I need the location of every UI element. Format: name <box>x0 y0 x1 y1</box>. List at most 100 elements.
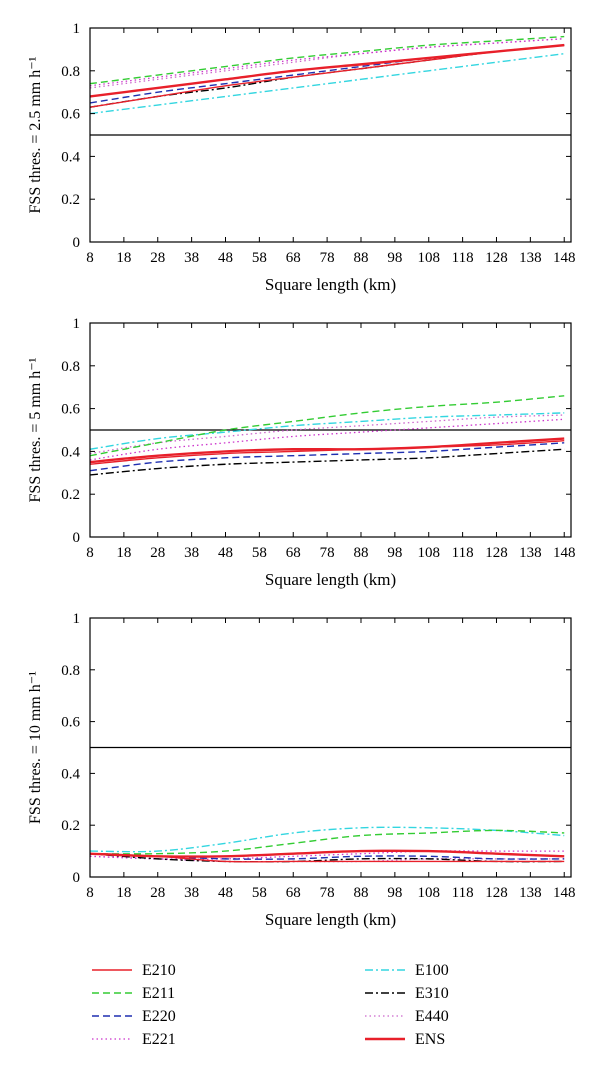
y-axis-label: FSS thres. = 2.5 mm h⁻¹ <box>27 56 44 213</box>
legend-item-e100: E100 <box>365 962 449 979</box>
series-line-e100 <box>90 412 565 450</box>
x-tick-label: 148 <box>553 885 576 901</box>
x-tick-label: 58 <box>252 885 267 901</box>
series-line-e221 <box>90 38 565 87</box>
series-line-ens <box>90 437 565 464</box>
x-axis-label: Square length (km) <box>265 910 396 929</box>
x-tick-label: 148 <box>553 545 576 561</box>
x-tick-label: 88 <box>353 250 368 266</box>
x-tick-label: 138 <box>519 250 542 266</box>
chart-panel-1: 8 18 28 38 48 58 68 78 88 98 108 118 128 138 148 0 0.2 0.… <box>27 21 575 294</box>
legend-label: E211 <box>142 985 175 1002</box>
x-tick-label: 18 <box>116 250 131 266</box>
x-tick-label: 68 <box>286 545 301 561</box>
x-tick-label: 98 <box>387 545 402 561</box>
series-line-e211 <box>90 35 565 85</box>
y-tick-label: 1 <box>73 21 81 37</box>
y-tick-label: 0.6 <box>61 107 80 123</box>
series-group <box>90 395 565 476</box>
legend-item-e220: E220 <box>92 1008 176 1025</box>
x-tick-label: 18 <box>116 885 131 901</box>
y-tick-label: 0.2 <box>61 818 80 834</box>
y-tick-label: 0 <box>73 235 81 251</box>
x-tick-label: 48 <box>218 545 233 561</box>
x-tick-label: 78 <box>320 545 335 561</box>
series-line-e310 <box>90 44 565 108</box>
x-tick-label: 8 <box>86 885 94 901</box>
y-tick-label: 1 <box>73 611 81 627</box>
legend: E210 E211 E220 E221 E100 E310 E440 ENS <box>92 962 449 1048</box>
x-tick-label: 28 <box>150 545 165 561</box>
x-tick-label: 98 <box>387 250 402 266</box>
x-tick-label: 18 <box>116 545 131 561</box>
x-tick-label: 98 <box>387 885 402 901</box>
plot-frame <box>89 322 572 538</box>
x-tick-label: 118 <box>452 885 474 901</box>
series-group <box>90 35 565 115</box>
x-tick-label: 128 <box>485 250 508 266</box>
legend-item-e210: E210 <box>92 962 176 979</box>
y-tick-label: 0.4 <box>61 149 80 165</box>
y-tick-label: 0.8 <box>61 359 80 375</box>
legend-label: E440 <box>415 1008 449 1025</box>
y-tick-label: 0.4 <box>61 766 80 782</box>
x-tick-label: 108 <box>417 545 440 561</box>
x-tick-label: 128 <box>485 885 508 901</box>
y-axis-label: FSS thres. = 10 mm h⁻¹ <box>27 671 44 824</box>
x-tick-label: 108 <box>417 250 440 266</box>
x-tick-label: 128 <box>485 545 508 561</box>
x-tick-label: 38 <box>184 545 199 561</box>
series-group <box>90 826 565 863</box>
x-tick-label: 138 <box>519 885 542 901</box>
x-tick-label: 28 <box>150 250 165 266</box>
x-tick-label: 68 <box>286 250 301 266</box>
series-line-ens <box>90 849 565 858</box>
y-axis-label: FSS thres. = 5 mm h⁻¹ <box>27 357 44 502</box>
x-tick-label: 58 <box>252 250 267 266</box>
legend-label: E100 <box>415 962 449 979</box>
x-tick-label: 8 <box>86 545 94 561</box>
plot-frame <box>89 27 572 243</box>
series-line-e310 <box>90 448 565 476</box>
x-tick-label: 38 <box>184 885 199 901</box>
legend-item-e211: E211 <box>92 985 175 1002</box>
series-line-e210 <box>90 44 565 108</box>
y-tick-label: 0.8 <box>61 64 80 80</box>
legend-label: E210 <box>142 962 176 979</box>
series-line-e211 <box>90 395 565 457</box>
y-tick-label: 0.2 <box>61 192 80 208</box>
x-tick-label: 68 <box>286 885 301 901</box>
x-tick-label: 78 <box>320 885 335 901</box>
x-tick-label: 148 <box>553 250 576 266</box>
x-axis-label: Square length (km) <box>265 275 396 294</box>
x-tick-label: 118 <box>452 250 474 266</box>
x-tick-label: 38 <box>184 250 199 266</box>
y-tick-label: 0.6 <box>61 715 80 731</box>
legend-item-e221: E221 <box>92 1031 176 1048</box>
y-tick-label: 0 <box>73 530 81 546</box>
series-line-ens <box>90 43 565 98</box>
plot-frame <box>89 617 572 878</box>
chart-panel-2: 8 18 28 38 48 58 68 78 88 98 108 118 128 138 148 0 0.2 0.… <box>27 316 575 589</box>
x-tick-label: 48 <box>218 250 233 266</box>
legend-label: E220 <box>142 1008 176 1025</box>
y-tick-label: 0.6 <box>61 402 80 418</box>
x-tick-label: 108 <box>417 885 440 901</box>
y-tick-label: 0.4 <box>61 444 80 460</box>
y-tick-label: 0.2 <box>61 487 80 503</box>
series-line-e220 <box>90 442 565 472</box>
x-tick-label: 28 <box>150 885 165 901</box>
legend-label: ENS <box>415 1031 445 1048</box>
y-tick-label: 0.8 <box>61 663 80 679</box>
x-tick-label: 58 <box>252 545 267 561</box>
x-axis-label: Square length (km) <box>265 570 396 589</box>
x-tick-label: 48 <box>218 885 233 901</box>
legend-item-e440: E440 <box>365 1008 449 1025</box>
series-line-e211 <box>90 829 565 855</box>
series-line-e440 <box>90 414 565 455</box>
x-tick-label: 118 <box>452 545 474 561</box>
y-tick-label: 0 <box>73 870 81 886</box>
legend-item-e310: E310 <box>365 985 449 1002</box>
x-tick-label: 78 <box>320 250 335 266</box>
x-tick-label: 88 <box>353 545 368 561</box>
